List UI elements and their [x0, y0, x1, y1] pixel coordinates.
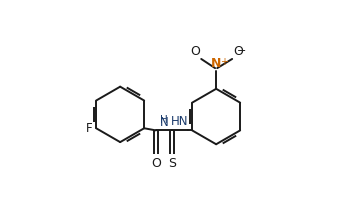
Text: N: N	[211, 57, 221, 70]
Text: −: −	[237, 46, 246, 56]
Text: H: H	[160, 115, 168, 125]
Text: N: N	[159, 116, 168, 129]
Text: O: O	[190, 45, 200, 58]
Text: O: O	[233, 45, 243, 58]
Text: O: O	[151, 157, 161, 170]
Text: HN: HN	[171, 115, 189, 128]
Text: S: S	[168, 157, 176, 170]
Text: F: F	[86, 122, 93, 135]
Text: +: +	[220, 57, 228, 67]
